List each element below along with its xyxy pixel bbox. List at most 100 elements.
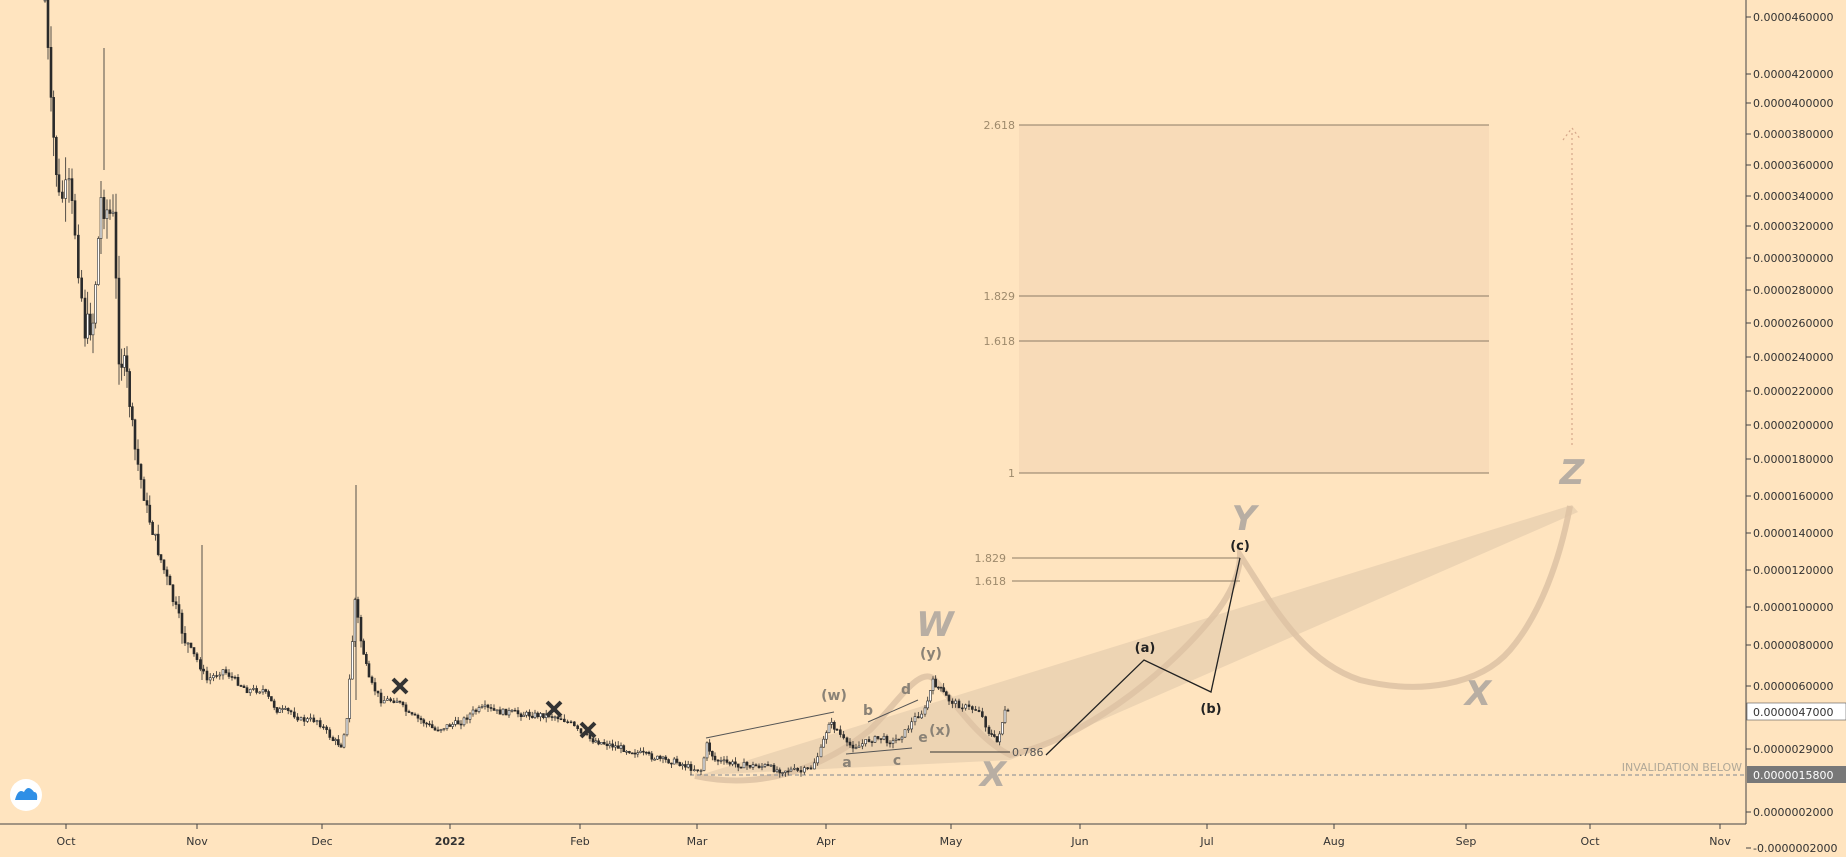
wave-label-w: (w): [821, 688, 847, 704]
candle-body: [937, 686, 940, 689]
candle-body: [492, 708, 496, 711]
candle-body: [754, 764, 758, 767]
candle-body: [192, 647, 196, 655]
candle-body: [987, 726, 991, 734]
candle-body: [675, 758, 679, 763]
candle-body: [416, 714, 420, 719]
candle-body: [379, 692, 383, 704]
candle-body: [647, 751, 651, 755]
price-tick-label: 0.0000240000: [1753, 351, 1833, 364]
candle-body: [255, 688, 258, 693]
candle-body: [639, 750, 642, 753]
candle-body: [367, 663, 371, 678]
candle-body: [686, 764, 690, 768]
candle-body: [382, 700, 386, 704]
candle-body: [513, 709, 517, 712]
candle-body: [951, 700, 954, 704]
price-axis[interactable]: 0.0000460000 0.0000420000 0.0000400000 0.00…: [1746, 11, 1837, 855]
fib-label-2618: 2.618: [984, 119, 1016, 132]
candle-body: [573, 721, 576, 727]
candle-body: [789, 768, 793, 772]
candle-body: [168, 575, 172, 586]
candle-body: [894, 738, 898, 741]
price-tick-label: 0.0000300000: [1753, 252, 1833, 265]
candle-body: [961, 707, 964, 710]
fib-label-1618: 1.618: [984, 335, 1016, 348]
candle-body: [719, 759, 723, 762]
price-tick-label: 0.0000080000: [1753, 639, 1833, 652]
candle-body: [778, 769, 782, 774]
candle-body: [809, 767, 813, 770]
candle-body: [483, 704, 487, 707]
candle-body: [957, 700, 961, 709]
candle-body: [165, 569, 169, 577]
price-tick-label: 0.0000100000: [1753, 601, 1833, 614]
candle-body: [401, 701, 405, 706]
candle-body: [398, 700, 402, 703]
candle-body: [43, 0, 47, 2]
candle-body: [245, 687, 249, 694]
candle-body: [91, 322, 95, 336]
candle-body: [261, 689, 265, 693]
time-tick-label: Aug: [1323, 835, 1344, 848]
candle-body: [325, 726, 328, 731]
price-tick-label: 0.0000120000: [1753, 564, 1833, 577]
candle-body: [145, 500, 149, 506]
time-tick-label: May: [940, 835, 963, 848]
candle-body: [667, 759, 670, 764]
candle-body: [553, 716, 557, 719]
candle-body: [286, 708, 290, 711]
time-axis[interactable]: Oct Nov Dec 2022 Feb Mar Apr May Jun Jul Aug Sep Oct…: [56, 824, 1731, 848]
fib-extension-upper[interactable]: 2.618 1.829 1.618 1: [984, 119, 1490, 480]
candle-body: [205, 670, 209, 681]
candle-body: [696, 769, 699, 772]
candle-body: [293, 711, 296, 718]
candle-body: [760, 765, 764, 768]
candle-body: [351, 641, 354, 680]
candle-body: [630, 752, 634, 755]
candle-body: [725, 759, 729, 763]
candle-body: [722, 759, 726, 762]
tradingview-logo[interactable]: [10, 779, 42, 811]
candle-body: [867, 739, 871, 742]
candle-body: [477, 707, 481, 712]
candle-body: [392, 700, 396, 703]
fib-extension-lower[interactable]: 1.829 1.618 0.786: [930, 552, 1240, 759]
candle-body: [177, 604, 181, 614]
candle-body: [636, 752, 640, 755]
candle-body: [433, 727, 437, 731]
time-tick-label: Nov: [186, 835, 208, 848]
candle-body: [670, 762, 673, 765]
candle-body: [339, 744, 343, 748]
price-tick-label: -0.0000002000: [1753, 842, 1837, 853]
candle-body: [407, 711, 411, 713]
fib-lower-label-1829: 1.829: [975, 552, 1007, 565]
candle-body: [656, 755, 659, 760]
candle-body: [154, 533, 157, 536]
candle-body: [410, 712, 414, 715]
candle-body: [728, 762, 732, 765]
candle-body: [942, 687, 945, 693]
candle-body: [775, 769, 779, 773]
cross-marker-1: [391, 677, 409, 695]
candle-body: [83, 297, 87, 339]
candle-body: [105, 209, 109, 219]
candle-body: [404, 704, 408, 712]
candle-body: [579, 728, 583, 734]
candle-body: [563, 718, 566, 723]
cloud-icon: [15, 788, 38, 800]
price-candles: [43, 0, 1010, 778]
candle-body: [751, 764, 755, 768]
candle-body: [702, 757, 706, 771]
candle-body: [734, 761, 737, 765]
candle-body: [661, 756, 665, 759]
candle-body: [736, 763, 740, 768]
fib-lower-label-1618: 1.618: [975, 575, 1007, 588]
candle-body: [608, 743, 612, 747]
candle-body: [486, 704, 490, 708]
candle-body: [315, 720, 319, 723]
candle-body: [591, 738, 595, 743]
candle-body: [611, 743, 614, 748]
candle-body: [947, 695, 951, 702]
